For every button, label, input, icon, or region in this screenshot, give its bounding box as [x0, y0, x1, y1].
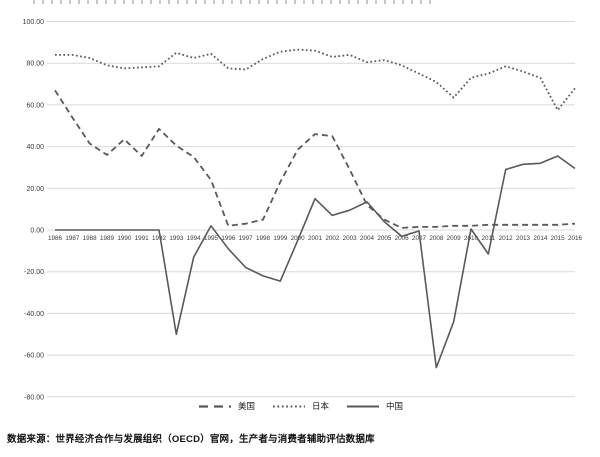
x-tick-label-1999: 1999	[273, 235, 288, 242]
x-tick-label-2012: 2012	[499, 235, 514, 242]
y-tick-label--20: -20.00	[24, 269, 44, 276]
x-tick-label-2001: 2001	[308, 235, 323, 242]
x-tick-label-1992: 1992	[152, 235, 167, 242]
x-tick-label-1988: 1988	[83, 235, 98, 242]
y-tick-label-80: 80.00	[26, 61, 44, 68]
y-tick-label-20: 20.00	[26, 186, 44, 193]
legend-item-japan: 日本	[271, 400, 329, 412]
x-tick-label-2011: 2011	[482, 235, 496, 242]
legend-label-china: 中国	[386, 401, 404, 411]
clipped-title-fragment	[33, 0, 431, 4]
x-tick-label-2014: 2014	[533, 235, 548, 242]
legend-item-china: 中国	[345, 400, 403, 412]
x-tick-label-2009: 2009	[447, 235, 462, 242]
y-tick-label--80: -80.00	[24, 394, 44, 401]
legend-dot-sample-icon	[272, 405, 305, 407]
series-line-dotted	[55, 48, 576, 111]
x-tick-label-1998: 1998	[256, 235, 271, 242]
x-tick-label-2002: 2002	[325, 235, 340, 242]
x-tick-label-2013: 2013	[516, 235, 531, 242]
legend-solid-sample-icon	[347, 405, 379, 407]
x-tick-label-1994: 1994	[187, 235, 202, 242]
y-tick-label-40: 40.00	[26, 144, 44, 151]
x-tick-label-2003: 2003	[343, 235, 358, 242]
x-tick-label-1986: 1986	[48, 235, 63, 242]
x-tick-label-2005: 2005	[377, 235, 392, 242]
legend-label-japan: 日本	[311, 401, 329, 411]
x-tick-label-2010: 2010	[464, 235, 479, 242]
x-tick-label-2006: 2006	[395, 235, 410, 242]
y-tick-label--40: -40.00	[24, 311, 44, 318]
x-tick-label-2015: 2015	[551, 235, 566, 242]
legend-item-usa: 美国	[197, 400, 255, 412]
x-tick-label-1993: 1993	[169, 235, 184, 242]
line-chart: 100.00 80.00 60.00 40.00 20.00 0.00 -20.00 -40.…	[23, 19, 583, 401]
legend-label-usa: 美国	[237, 401, 255, 411]
x-tick-label-1987: 1987	[65, 235, 80, 242]
x-tick-label-1997: 1997	[239, 235, 254, 242]
series-line-dashed	[54, 89, 576, 229]
x-tick-label-2004: 2004	[360, 235, 375, 242]
legend-dash-sample-icon	[198, 404, 231, 408]
y-tick-label-60: 60.00	[26, 102, 44, 109]
source-note: 数据来源：世界经济合作与发展组织（OECD）官网，生产者与消费者辅助评估数据库	[7, 434, 375, 445]
chart-legend: 美国 日本 中国	[0, 398, 600, 414]
x-tick-label-1996: 1996	[221, 235, 236, 242]
x-tick-label-1990: 1990	[117, 235, 132, 242]
y-tick-label--60: -60.00	[24, 353, 44, 360]
series-line-solid	[55, 155, 576, 369]
y-tick-label-0: 0.00	[30, 228, 44, 235]
x-tick-label-1991: 1991	[135, 235, 150, 242]
y-tick-label-100: 100.00	[23, 19, 45, 26]
x-tick-label-2008: 2008	[429, 235, 444, 242]
x-tick-label-2016: 2016	[568, 235, 583, 242]
x-tick-label-1989: 1989	[100, 235, 115, 242]
x-tick-label-1995: 1995	[204, 235, 219, 242]
